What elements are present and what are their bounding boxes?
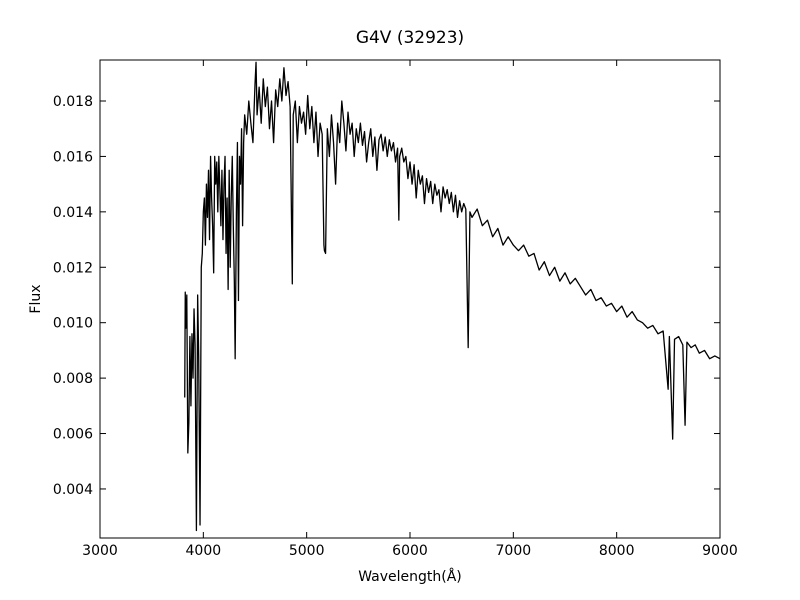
y-tick-label: 0.010 [53, 316, 93, 332]
chart-title: G4V (32923) [356, 28, 464, 48]
y-tick-label: 0.004 [53, 482, 93, 498]
x-tick-label: 9000 [702, 543, 738, 559]
y-tick-label: 0.008 [53, 371, 93, 387]
x-tick-label: 7000 [496, 543, 532, 559]
y-tick-label: 0.018 [53, 94, 93, 110]
y-tick-label: 0.014 [53, 205, 93, 221]
x-tick-label: 4000 [186, 543, 222, 559]
x-axis-label: Wavelength(Å) [358, 568, 462, 585]
x-tick-label: 6000 [392, 543, 428, 559]
y-axis-label: Flux [28, 284, 44, 313]
x-tick-label: 3000 [82, 543, 118, 559]
x-tick-label: 8000 [599, 543, 635, 559]
x-tick-label: 5000 [289, 543, 325, 559]
y-tick-label: 0.012 [53, 260, 93, 276]
y-tick-label: 0.006 [53, 427, 93, 443]
y-tick-label: 0.016 [53, 149, 93, 165]
spectrum-line [184, 61, 720, 532]
